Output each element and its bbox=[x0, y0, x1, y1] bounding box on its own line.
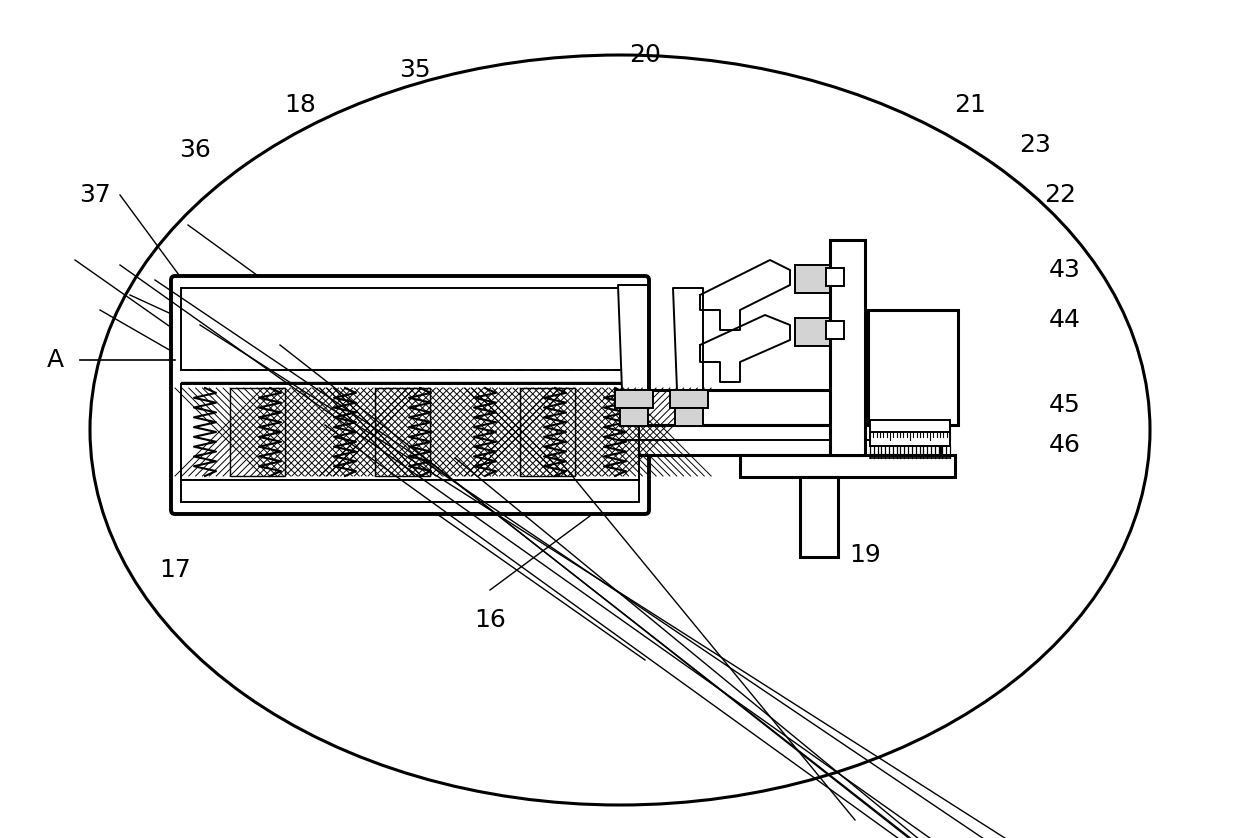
Bar bbox=[826, 268, 844, 286]
Bar bbox=[795, 265, 830, 293]
Text: A: A bbox=[46, 348, 63, 372]
Bar bbox=[800, 477, 838, 557]
Text: 21: 21 bbox=[954, 93, 986, 117]
Bar bbox=[870, 420, 950, 432]
Bar bbox=[870, 432, 950, 446]
Text: 22: 22 bbox=[1044, 183, 1076, 207]
Bar bbox=[740, 455, 955, 477]
Bar bbox=[229, 388, 285, 476]
Text: 45: 45 bbox=[1049, 393, 1081, 417]
Bar bbox=[620, 390, 940, 425]
Bar bbox=[181, 288, 639, 370]
Bar bbox=[181, 384, 639, 480]
Bar bbox=[675, 408, 703, 426]
Text: 43: 43 bbox=[1049, 258, 1081, 282]
Text: 46: 46 bbox=[1049, 433, 1081, 457]
Text: 37: 37 bbox=[79, 183, 110, 207]
Polygon shape bbox=[701, 260, 790, 330]
Bar bbox=[181, 480, 639, 502]
Text: 17: 17 bbox=[159, 558, 191, 582]
Polygon shape bbox=[673, 288, 703, 390]
Bar bbox=[520, 388, 575, 476]
Bar bbox=[795, 318, 830, 346]
Bar bbox=[826, 321, 844, 339]
Bar bbox=[830, 240, 866, 455]
Bar bbox=[620, 425, 940, 455]
Text: 23: 23 bbox=[1019, 133, 1052, 157]
Polygon shape bbox=[618, 285, 649, 390]
Text: 19: 19 bbox=[849, 543, 880, 567]
Bar bbox=[868, 310, 959, 425]
Text: 36: 36 bbox=[179, 138, 211, 162]
Bar bbox=[374, 388, 430, 476]
Text: 20: 20 bbox=[629, 43, 661, 67]
Bar bbox=[620, 408, 649, 426]
Text: 35: 35 bbox=[399, 58, 430, 82]
FancyBboxPatch shape bbox=[171, 276, 649, 514]
Bar bbox=[615, 390, 653, 408]
Text: 44: 44 bbox=[1049, 308, 1081, 332]
Text: 16: 16 bbox=[474, 608, 506, 632]
Polygon shape bbox=[701, 315, 790, 382]
Bar bbox=[670, 390, 708, 408]
Text: 18: 18 bbox=[284, 93, 316, 117]
